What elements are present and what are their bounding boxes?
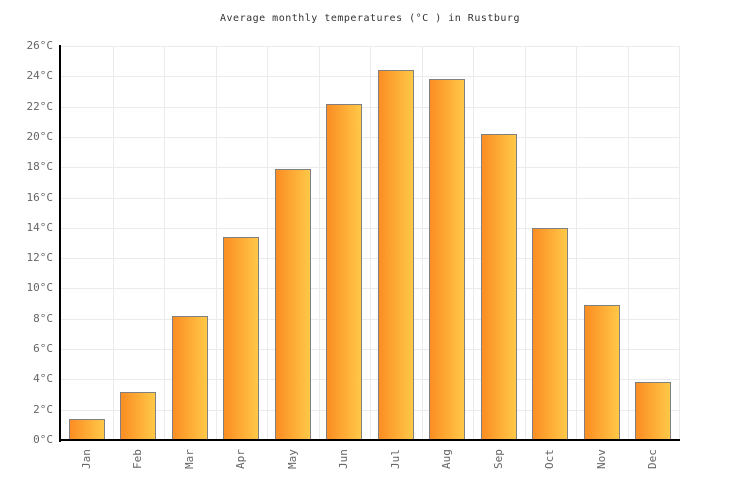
x-tick-apr: Apr xyxy=(234,449,247,469)
y-tick-18: 18°C xyxy=(26,160,54,173)
gridline-vertical xyxy=(576,46,577,440)
y-tick-16: 16°C xyxy=(26,191,54,204)
x-axis-line xyxy=(59,439,680,441)
bar-nov xyxy=(584,305,620,440)
x-tick-sep: Sep xyxy=(492,449,505,469)
gridline-vertical xyxy=(422,46,423,440)
x-tick-jul: Jul xyxy=(389,449,402,469)
bar-oct xyxy=(532,228,568,440)
gridline-vertical xyxy=(216,46,217,440)
bar-feb xyxy=(120,392,156,440)
bar-aug xyxy=(429,79,465,440)
y-tick-26: 26°C xyxy=(26,39,54,52)
y-tick-12: 12°C xyxy=(26,251,54,264)
gridline-vertical xyxy=(679,46,680,440)
x-tick-oct: Oct xyxy=(543,449,556,469)
bar-dec xyxy=(635,382,671,440)
y-tick-20: 20°C xyxy=(26,130,54,143)
gridline-vertical xyxy=(319,46,320,440)
y-tick-2: 2°C xyxy=(33,403,53,416)
x-tick-dec: Dec xyxy=(646,449,659,469)
gridline-vertical xyxy=(628,46,629,440)
x-tick-nov: Nov xyxy=(595,449,608,469)
y-tick-4: 4°C xyxy=(33,372,53,385)
x-tick-jan: Jan xyxy=(80,449,93,469)
y-axis-line xyxy=(59,45,61,442)
bar-sep xyxy=(481,134,517,440)
y-tick-8: 8°C xyxy=(33,312,53,325)
x-tick-jun: Jun xyxy=(337,449,350,469)
y-tick-10: 10°C xyxy=(26,281,54,294)
gridline-vertical xyxy=(370,46,371,440)
x-tick-feb: Feb xyxy=(131,449,144,469)
bar-jan xyxy=(69,419,105,440)
gridline-vertical xyxy=(164,46,165,440)
y-tick-0: 0°C xyxy=(33,433,53,446)
y-tick-22: 22°C xyxy=(26,100,54,113)
bar-apr xyxy=(223,237,259,440)
x-tick-aug: Aug xyxy=(440,449,453,469)
gridline-vertical xyxy=(113,46,114,440)
x-tick-mar: Mar xyxy=(183,449,196,469)
bar-may xyxy=(275,169,311,440)
chart-title: Average monthly temperatures (°C ) in Ru… xyxy=(220,13,520,24)
gridline-vertical xyxy=(267,46,268,440)
y-tick-24: 24°C xyxy=(26,69,54,82)
bar-jun xyxy=(326,104,362,440)
y-tick-14: 14°C xyxy=(26,221,54,234)
gridline-vertical xyxy=(525,46,526,440)
gridline-vertical xyxy=(473,46,474,440)
x-tick-may: May xyxy=(286,449,299,469)
bar-mar xyxy=(172,316,208,440)
bar-jul xyxy=(378,70,414,440)
y-tick-6: 6°C xyxy=(33,342,53,355)
